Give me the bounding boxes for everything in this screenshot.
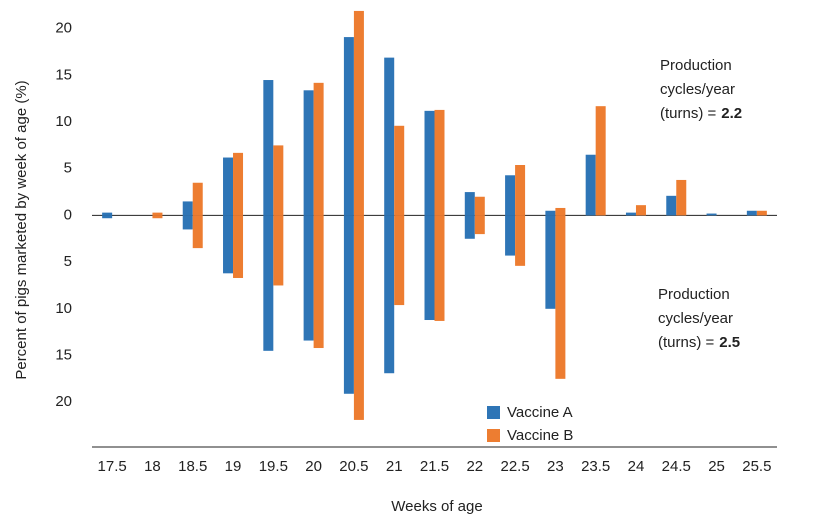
bar <box>384 57 395 216</box>
annotation-line: cycles/year <box>660 81 735 98</box>
x-tick-label: 22 <box>466 458 483 475</box>
x-tick-label: 19 <box>225 458 242 475</box>
bar <box>223 215 234 274</box>
y-tick-label: 15 <box>55 346 72 363</box>
bar <box>102 212 113 216</box>
bar <box>303 90 314 216</box>
bar <box>384 215 395 374</box>
bar <box>313 215 324 349</box>
bar <box>464 192 475 216</box>
annotation-line: (turns) = <box>660 105 717 122</box>
bar <box>515 165 526 216</box>
annotation-line: Production <box>660 57 732 74</box>
y-axis-title: Percent of pigs marketed by week of age … <box>13 80 30 379</box>
bar <box>303 215 314 341</box>
bar <box>545 215 556 309</box>
bar <box>233 152 244 216</box>
bar <box>505 175 516 216</box>
bar <box>182 215 193 230</box>
y-tick-label: 5 <box>64 160 72 177</box>
x-tick-label: 18.5 <box>178 458 207 475</box>
legend-label: Vaccine A <box>507 404 573 421</box>
bar <box>555 215 566 379</box>
annotation-value: 2.5 <box>719 334 740 351</box>
x-tick-label: 24.5 <box>662 458 691 475</box>
bar <box>595 106 606 216</box>
x-tick-label: 20 <box>305 458 322 475</box>
annotation-line: Production <box>658 286 730 303</box>
bar <box>756 210 767 216</box>
bar <box>585 154 596 216</box>
bar <box>394 125 405 216</box>
bar <box>706 213 717 216</box>
bar <box>676 179 687 216</box>
bar <box>353 215 364 420</box>
x-tick-label: 23.5 <box>581 458 610 475</box>
bar <box>434 109 445 216</box>
x-tick-label: 25 <box>708 458 725 475</box>
annotation-line: cycles/year <box>658 310 733 327</box>
bar <box>394 215 405 306</box>
legend-swatch <box>487 429 500 442</box>
x-tick-label: 24 <box>628 458 645 475</box>
bar <box>182 201 193 216</box>
x-tick-label: 25.5 <box>742 458 771 475</box>
bar <box>424 215 435 321</box>
annotation-value: 2.2 <box>721 105 742 122</box>
x-tick-label: 20.5 <box>339 458 368 475</box>
y-tick-label: 20 <box>55 20 72 37</box>
bar <box>343 215 354 394</box>
bar <box>273 215 284 286</box>
bar <box>263 80 274 216</box>
x-tick-label: 17.5 <box>98 458 127 475</box>
y-tick-label: 10 <box>55 300 72 317</box>
bar <box>474 215 485 235</box>
bar <box>313 82 324 216</box>
x-tick-label: 18 <box>144 458 161 475</box>
bar <box>424 110 435 216</box>
x-tick-label: 19.5 <box>259 458 288 475</box>
bar <box>625 212 636 216</box>
x-tick-label: 22.5 <box>500 458 529 475</box>
y-tick-label: 5 <box>64 253 72 270</box>
bar <box>434 215 445 321</box>
bar <box>263 215 274 351</box>
x-axis-title: Weeks of age <box>391 498 482 515</box>
bar <box>746 210 757 216</box>
bar <box>666 195 677 216</box>
bar <box>233 215 244 278</box>
bar <box>152 215 163 219</box>
annotation-line: (turns) = <box>658 334 715 351</box>
x-tick-label: 21.5 <box>420 458 449 475</box>
bar <box>273 145 284 216</box>
y-tick-label: 0 <box>64 206 72 223</box>
bar <box>102 215 113 219</box>
y-tick-label: 20 <box>55 393 72 410</box>
bar <box>635 205 646 216</box>
legend-label: Vaccine B <box>507 427 573 444</box>
bar <box>343 37 354 216</box>
bar <box>515 215 526 266</box>
bar <box>192 182 203 216</box>
bar <box>505 215 516 256</box>
bar <box>223 157 234 216</box>
bar <box>474 196 485 216</box>
bar <box>464 215 475 239</box>
bar <box>555 207 566 216</box>
x-tick-label: 21 <box>386 458 403 475</box>
bar <box>353 10 364 216</box>
legend-swatch <box>487 406 500 419</box>
bar <box>545 210 556 216</box>
x-tick-label: 23 <box>547 458 564 475</box>
bar <box>192 215 203 249</box>
bar <box>152 212 163 216</box>
y-tick-label: 15 <box>55 66 72 83</box>
y-tick-label: 10 <box>55 113 72 130</box>
